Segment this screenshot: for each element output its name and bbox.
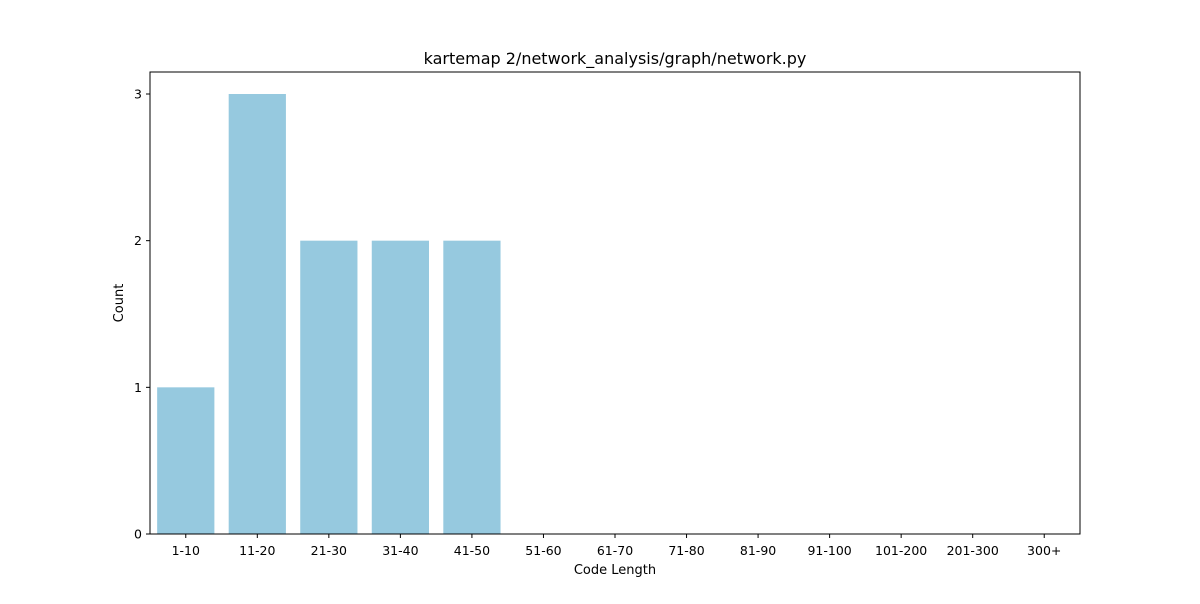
y-tick-label: 2 [134, 233, 142, 248]
plot-frame [149, 71, 1081, 535]
x-tick-label: 81-90 [740, 543, 776, 558]
x-tick-label: 201-300 [947, 543, 999, 558]
bar-41-50 [443, 240, 501, 534]
chart-title: kartemap 2/network_analysis/graph/networ… [424, 49, 807, 69]
x-tick-label: 51-60 [525, 543, 561, 558]
x-tick-label: 101-200 [875, 543, 927, 558]
y-axis-label: Count [112, 284, 127, 323]
x-tick-label: 71-80 [668, 543, 704, 558]
x-axis-label: Code Length [574, 563, 656, 578]
x-tick-label: 1-10 [172, 543, 200, 558]
x-tick-label: 300+ [1027, 543, 1061, 558]
bar-11-20 [228, 94, 286, 534]
x-tick-label: 21-30 [311, 543, 347, 558]
x-tick-label: 91-100 [807, 543, 851, 558]
bar-1-10 [157, 387, 215, 534]
x-tick-label: 41-50 [454, 543, 490, 558]
y-tick-label: 3 [134, 87, 142, 102]
bars-layer [157, 94, 501, 534]
ticks-layer: 1-10 11-20 21-30 31-40 41-50 51-60 61-70 71-80 8… [134, 87, 1061, 559]
x-tick-label: 11-20 [239, 543, 275, 558]
x-tick-label: 31-40 [382, 543, 418, 558]
y-tick-label: 1 [134, 380, 142, 395]
bar-21-30 [300, 240, 358, 534]
bar-31-40 [371, 240, 429, 534]
y-tick-label: 0 [134, 527, 142, 542]
x-tick-label: 61-70 [597, 543, 633, 558]
